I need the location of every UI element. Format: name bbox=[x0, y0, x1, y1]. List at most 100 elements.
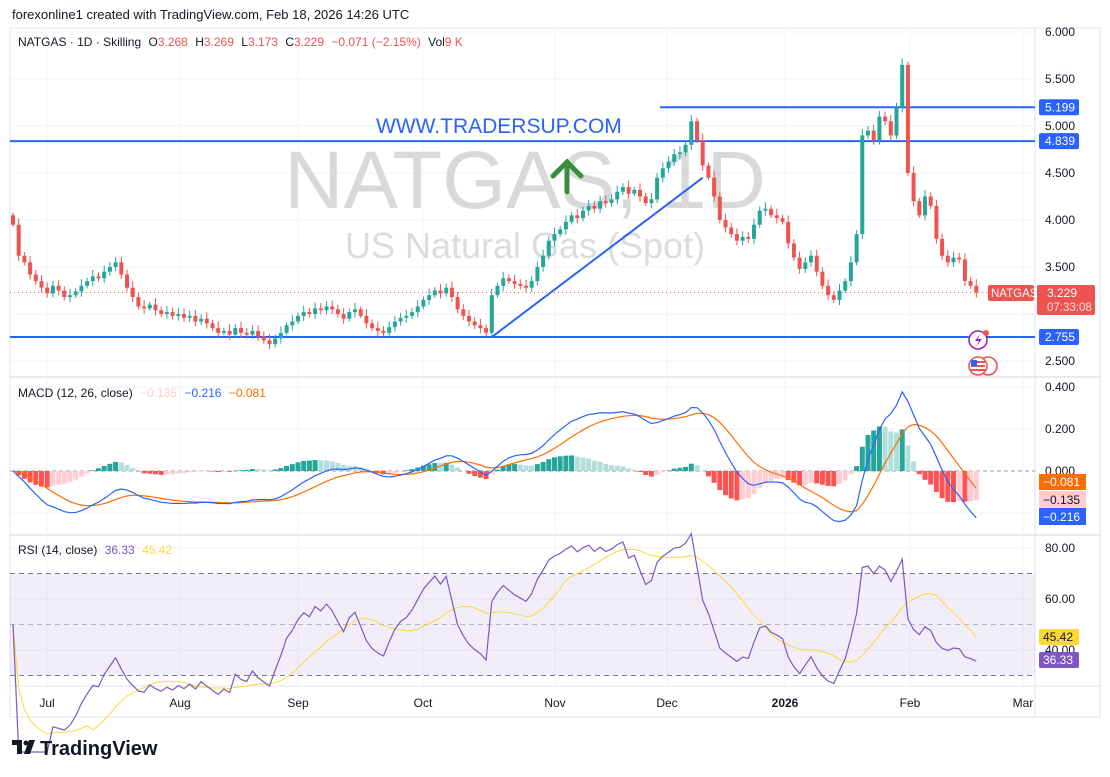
macd-histogram-bar bbox=[221, 471, 227, 472]
macd-histogram-bar bbox=[780, 471, 785, 478]
up-arrow-icon[interactable] bbox=[550, 158, 584, 195]
macd-histogram-bar bbox=[939, 471, 945, 499]
us-flag-icon[interactable] bbox=[968, 356, 998, 376]
macd-histogram-bar bbox=[39, 471, 44, 487]
macd-badge: −0.216 bbox=[1043, 510, 1080, 524]
macd-histogram-bar bbox=[16, 471, 22, 476]
grid bbox=[10, 28, 1035, 686]
candle-body bbox=[695, 121, 699, 141]
macd-histogram-bar bbox=[170, 471, 176, 475]
macd-pane[interactable] bbox=[10, 390, 1035, 523]
candle-body bbox=[911, 173, 916, 202]
macd-histogram-bar bbox=[865, 434, 871, 471]
macd-histogram-bar bbox=[386, 471, 392, 475]
macd-histogram-bar bbox=[96, 468, 101, 471]
candle-body bbox=[803, 262, 808, 269]
candle-body bbox=[432, 290, 437, 296]
candle-body bbox=[529, 281, 534, 288]
macd-histogram-bar bbox=[802, 471, 808, 486]
candle-body bbox=[786, 221, 791, 244]
annotation-text[interactable]: WWW.TRADERSUP.COM bbox=[376, 115, 622, 138]
candle-body bbox=[666, 161, 671, 169]
candle-body bbox=[278, 332, 283, 339]
time-tick-label: Dec bbox=[656, 696, 677, 710]
macd-histogram-bar bbox=[768, 471, 774, 481]
level-price-label: 4.839 bbox=[1045, 134, 1075, 148]
macd-histogram-bar bbox=[118, 462, 124, 471]
candle-body bbox=[512, 281, 517, 284]
candle-body bbox=[643, 196, 648, 204]
rsi-badge: 36.33 bbox=[1043, 653, 1073, 667]
lightning-icon[interactable] bbox=[968, 330, 989, 350]
candle-body bbox=[164, 312, 169, 314]
candle-body bbox=[780, 218, 785, 222]
time-axis[interactable]: Jul Aug Sep Oct Nov Dec 2026 Feb Mar bbox=[39, 696, 1033, 710]
macd-histogram-bar bbox=[255, 469, 261, 471]
level-price-badge bbox=[1039, 133, 1079, 150]
legend-high: 3.269 bbox=[204, 35, 234, 49]
candle-body bbox=[444, 287, 449, 294]
candle-body bbox=[478, 325, 483, 329]
candle-body bbox=[489, 295, 494, 333]
candle-body bbox=[461, 309, 466, 316]
price-scale[interactable]: 6.000 5.500 5.000 4.500 4.000 3.500 2.500 0.400… bbox=[1039, 25, 1079, 657]
last-price-symbol: NATGAS bbox=[991, 288, 1038, 300]
candle-body bbox=[358, 309, 363, 316]
candle-body bbox=[449, 287, 454, 298]
rsi-ma-badge: 45.42 bbox=[1043, 630, 1073, 644]
macd-histogram-bar bbox=[158, 471, 164, 475]
candle-body bbox=[518, 283, 523, 286]
macd-histogram-bar bbox=[113, 461, 119, 471]
macd-histogram-bar bbox=[506, 464, 512, 471]
macd-histogram-bar bbox=[534, 464, 540, 471]
macd-histogram-bar bbox=[33, 471, 39, 485]
candle-body bbox=[45, 287, 50, 294]
candle-body bbox=[826, 285, 831, 296]
macd-histogram-bar bbox=[688, 463, 694, 471]
macd-histogram-bar bbox=[192, 471, 198, 473]
macd-tick-label: 0.400 bbox=[1045, 380, 1075, 394]
rsi-badges: 45.42 36.33 bbox=[1039, 629, 1079, 668]
legend-vol: 9 K bbox=[445, 35, 463, 49]
macd-histogram-bar bbox=[312, 460, 318, 471]
candle-body bbox=[563, 221, 568, 230]
macd-histogram-bar bbox=[73, 471, 79, 480]
macd-histogram-bar bbox=[552, 457, 557, 471]
rsi-pane[interactable] bbox=[10, 531, 1035, 753]
rsi-value: 36.33 bbox=[105, 543, 135, 557]
macd-histogram-bar bbox=[837, 471, 842, 485]
macd-histogram-bar bbox=[432, 463, 438, 471]
time-tick-label: 2026 bbox=[772, 696, 799, 710]
macd-histogram-bar bbox=[723, 471, 728, 496]
candle-body bbox=[107, 267, 112, 272]
macd-histogram-bar bbox=[500, 465, 506, 471]
tradingview-logo[interactable]: TradingView bbox=[12, 738, 158, 760]
candle-body bbox=[603, 201, 608, 204]
candle-body bbox=[945, 255, 950, 263]
candle-body bbox=[586, 205, 591, 211]
price-pane[interactable] bbox=[10, 58, 1035, 350]
macd-histogram-bar bbox=[745, 471, 751, 499]
time-tick-label: Jul bbox=[39, 696, 54, 710]
candle-body bbox=[769, 208, 774, 216]
macd-histogram-bar bbox=[968, 471, 974, 502]
candle-body bbox=[313, 308, 318, 314]
candle-body bbox=[472, 321, 477, 326]
legend-close-label: C bbox=[285, 35, 294, 49]
macd-histogram-bar bbox=[859, 446, 865, 471]
macd-histogram-bar bbox=[831, 471, 837, 487]
logo-text: TradingView bbox=[40, 738, 158, 760]
candle-body bbox=[558, 229, 563, 235]
macd-line bbox=[12, 390, 977, 523]
macd-histogram-bar bbox=[797, 471, 803, 486]
macd-tick-label: 0.200 bbox=[1045, 422, 1075, 436]
time-tick-label: Mar bbox=[1013, 696, 1034, 710]
level-price-label: 5.199 bbox=[1045, 100, 1075, 114]
candle-body bbox=[330, 306, 335, 310]
watermark-title: NATGAS, 1D bbox=[284, 135, 765, 226]
macd-histogram-bar bbox=[586, 458, 592, 471]
macd-histogram-bar bbox=[141, 471, 147, 474]
candle-body bbox=[193, 315, 198, 322]
macd-histogram-bar bbox=[472, 471, 478, 477]
